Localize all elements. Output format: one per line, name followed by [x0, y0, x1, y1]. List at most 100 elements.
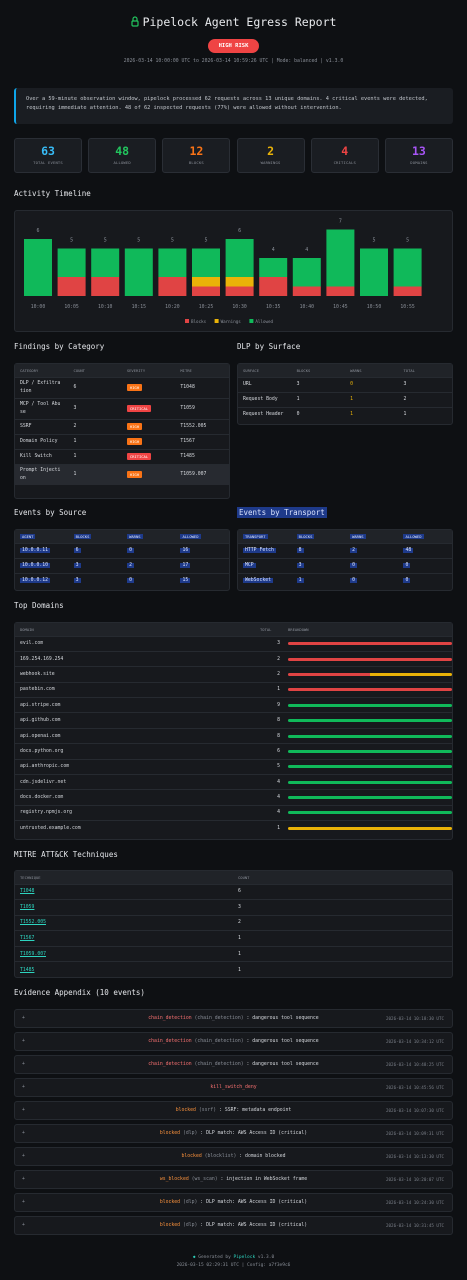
evidence-item[interactable]: + kill_switch_deny 2026-03-14 10:45:56 UT…: [14, 1078, 453, 1097]
expand-icon[interactable]: +: [22, 1062, 25, 1067]
warns-cell: 0: [122, 572, 176, 588]
total-cell: 1: [255, 820, 283, 837]
table-row: Domain Policy 1 HIGH T1567: [15, 433, 229, 449]
source-heading: Events by Source: [14, 508, 87, 517]
technique-link[interactable]: T1567: [20, 936, 35, 942]
bar-total-label: 5: [372, 238, 375, 244]
evidence-item[interactable]: + blocked (blocklist) : domain blocked 202…: [14, 1147, 453, 1166]
event-timestamp: 2026-03-14 10:09:31 UTC: [386, 1131, 444, 1136]
table-row: Request Header 0 1 1: [238, 406, 452, 422]
table-row: pastebin.com 1: [15, 681, 452, 698]
evidence-item[interactable]: + chain_detection (chain_detection) : dan…: [14, 1055, 453, 1074]
table-row: api.anthropic.com 5: [15, 758, 452, 775]
bar-warnings: [225, 277, 254, 287]
expand-icon[interactable]: +: [22, 1200, 25, 1205]
technique-link[interactable]: T1485: [20, 967, 35, 973]
event-kind: blocked: [159, 1131, 181, 1136]
domain-cell: registry.npmjs.org: [15, 804, 255, 821]
evidence-item[interactable]: + blocked (dlp) : DLP match: AWS Access I…: [14, 1193, 453, 1212]
event-message: : SSRF: metadata endpoint: [219, 1108, 292, 1113]
x-tick-label: 10:10: [98, 304, 113, 310]
evidence-item[interactable]: + chain_detection (chain_detection) : dan…: [14, 1032, 453, 1051]
event-timestamp: 2026-03-14 10:45:56 UTC: [386, 1085, 444, 1090]
transport-cell: WebSocket: [238, 572, 292, 588]
domains-panel: DOMAIN TOTAL BREAKDOWN evil.com 3 169.254.169…: [14, 622, 453, 840]
blocks-cell: 3: [291, 557, 346, 573]
warns-cell: 2: [122, 557, 176, 573]
footer-brand-link[interactable]: Pipelock: [233, 1255, 256, 1260]
bar-blocks: [326, 286, 355, 296]
event-timestamp: 2026-03-14 10:18:30 UTC: [386, 1016, 444, 1021]
transport-heading: Events by Transport: [237, 507, 327, 518]
total-cell: 8: [255, 727, 283, 744]
expand-icon[interactable]: +: [22, 1108, 25, 1113]
evidence-item[interactable]: + blocked (ssrf) : SSRF: metadata endpoin…: [14, 1101, 453, 1120]
domain-cell: api.anthropic.com: [15, 758, 255, 775]
transport-cell: HTTP Fetch: [238, 542, 292, 558]
agent-value: 10.0.0.11: [20, 548, 50, 553]
table-row: SSRF 2 HIGH T1552.005: [15, 418, 229, 434]
column-header-label: WARNS: [350, 533, 366, 539]
stat-label: CRITICALS: [333, 160, 356, 165]
technique-link[interactable]: T1059.007: [20, 951, 46, 957]
dlp-panel: SURFACE BLOCKS WARNS TOTAL URL 3 0 3 Request Bod…: [237, 363, 453, 425]
shield-icon: ◆: [192, 1255, 196, 1260]
total-cell: 9: [255, 697, 283, 713]
expand-icon[interactable]: +: [22, 1131, 25, 1136]
category-cell-wrap: se: [20, 409, 26, 415]
bar-warnings: [192, 277, 220, 287]
evidence-item[interactable]: + ws_blocked (ws_scan) : injection in Web…: [14, 1170, 453, 1189]
legend-swatch-warnings: [214, 319, 219, 323]
evidence-item[interactable]: + chain_detection (chain_detection) : dan…: [14, 1009, 453, 1028]
page-title: Pipelock Agent Egress Report: [14, 14, 453, 30]
expand-icon[interactable]: +: [22, 1085, 25, 1090]
column-header: BREAKDOWN: [283, 623, 452, 636]
x-tick-label: 10:45: [333, 304, 348, 310]
surface-cell: Request Header: [238, 406, 292, 422]
table-header: TECHNIQUE COUNT: [15, 871, 452, 884]
report-header: Pipelock Agent Egress Report HIGH RISK 2…: [14, 0, 453, 64]
table-row: T1552.005 2: [15, 914, 452, 931]
table-header: TRANSPORT BLOCKS WARNS ALLOWED: [238, 530, 452, 543]
expand-icon[interactable]: +: [22, 1223, 25, 1228]
evidence-item[interactable]: + blocked (dlp) : DLP match: AWS Access I…: [14, 1216, 453, 1235]
event-timestamp: 2026-03-14 10:48:25 UTC: [386, 1062, 444, 1067]
severity-badge: HIGH: [126, 383, 142, 391]
evidence-summary: blocked (blocklist) : domain blocked: [15, 1154, 452, 1159]
expand-icon[interactable]: +: [22, 1154, 25, 1159]
allowed-cell: 48: [398, 542, 452, 558]
bar-allowed: [393, 248, 422, 287]
technique-link[interactable]: T1048: [20, 889, 35, 895]
bar-allowed: [192, 248, 220, 277]
technique-link[interactable]: T1059: [20, 904, 35, 910]
bar-total-label: 5: [137, 238, 140, 244]
expand-icon[interactable]: +: [22, 1039, 25, 1044]
breakdown-bar: [288, 811, 452, 815]
expand-icon[interactable]: +: [22, 1016, 25, 1021]
evidence-item[interactable]: + blocked (dlp) : DLP match: AWS Access I…: [14, 1124, 453, 1143]
warns-value: 0: [350, 578, 357, 584]
warns-value: 0: [350, 563, 357, 568]
count-cell: 6: [233, 883, 452, 900]
column-header-label: AGENT: [20, 533, 36, 539]
expand-icon[interactable]: +: [22, 1177, 25, 1182]
warns-value: 2: [350, 548, 357, 553]
column-header: TECHNIQUE: [15, 871, 233, 884]
domain-cell: docs.python.org: [15, 743, 255, 760]
bar-allowed: [24, 239, 52, 296]
technique-link[interactable]: T1552.005: [20, 920, 46, 926]
breakdown-allowed: [288, 749, 452, 753]
event-message: : dangerous tool sequence: [246, 1062, 319, 1067]
findings-table: CATEGORY COUNT SEVERITY MITRE DLP / Exfiltra…: [15, 364, 229, 485]
stat-label: TOTAL EVENTS: [33, 160, 63, 165]
allowed-cell: 0: [398, 572, 452, 588]
bar-total-label: 5: [171, 238, 174, 244]
x-tick-label: 10:00: [31, 304, 46, 310]
stat-value: 63: [41, 144, 55, 158]
warns-cell: 0: [345, 376, 399, 392]
timeline-heading: Activity Timeline: [14, 189, 91, 198]
bar-total-label: 5: [406, 238, 409, 244]
warns-cell: 2: [345, 542, 399, 558]
column-header: ALLOWED: [398, 530, 452, 543]
activity-chart: 6 10:00 5 10:05 5 10:10 5 10:15 5 10:20 5 10:25 6 10:…: [24, 219, 422, 324]
